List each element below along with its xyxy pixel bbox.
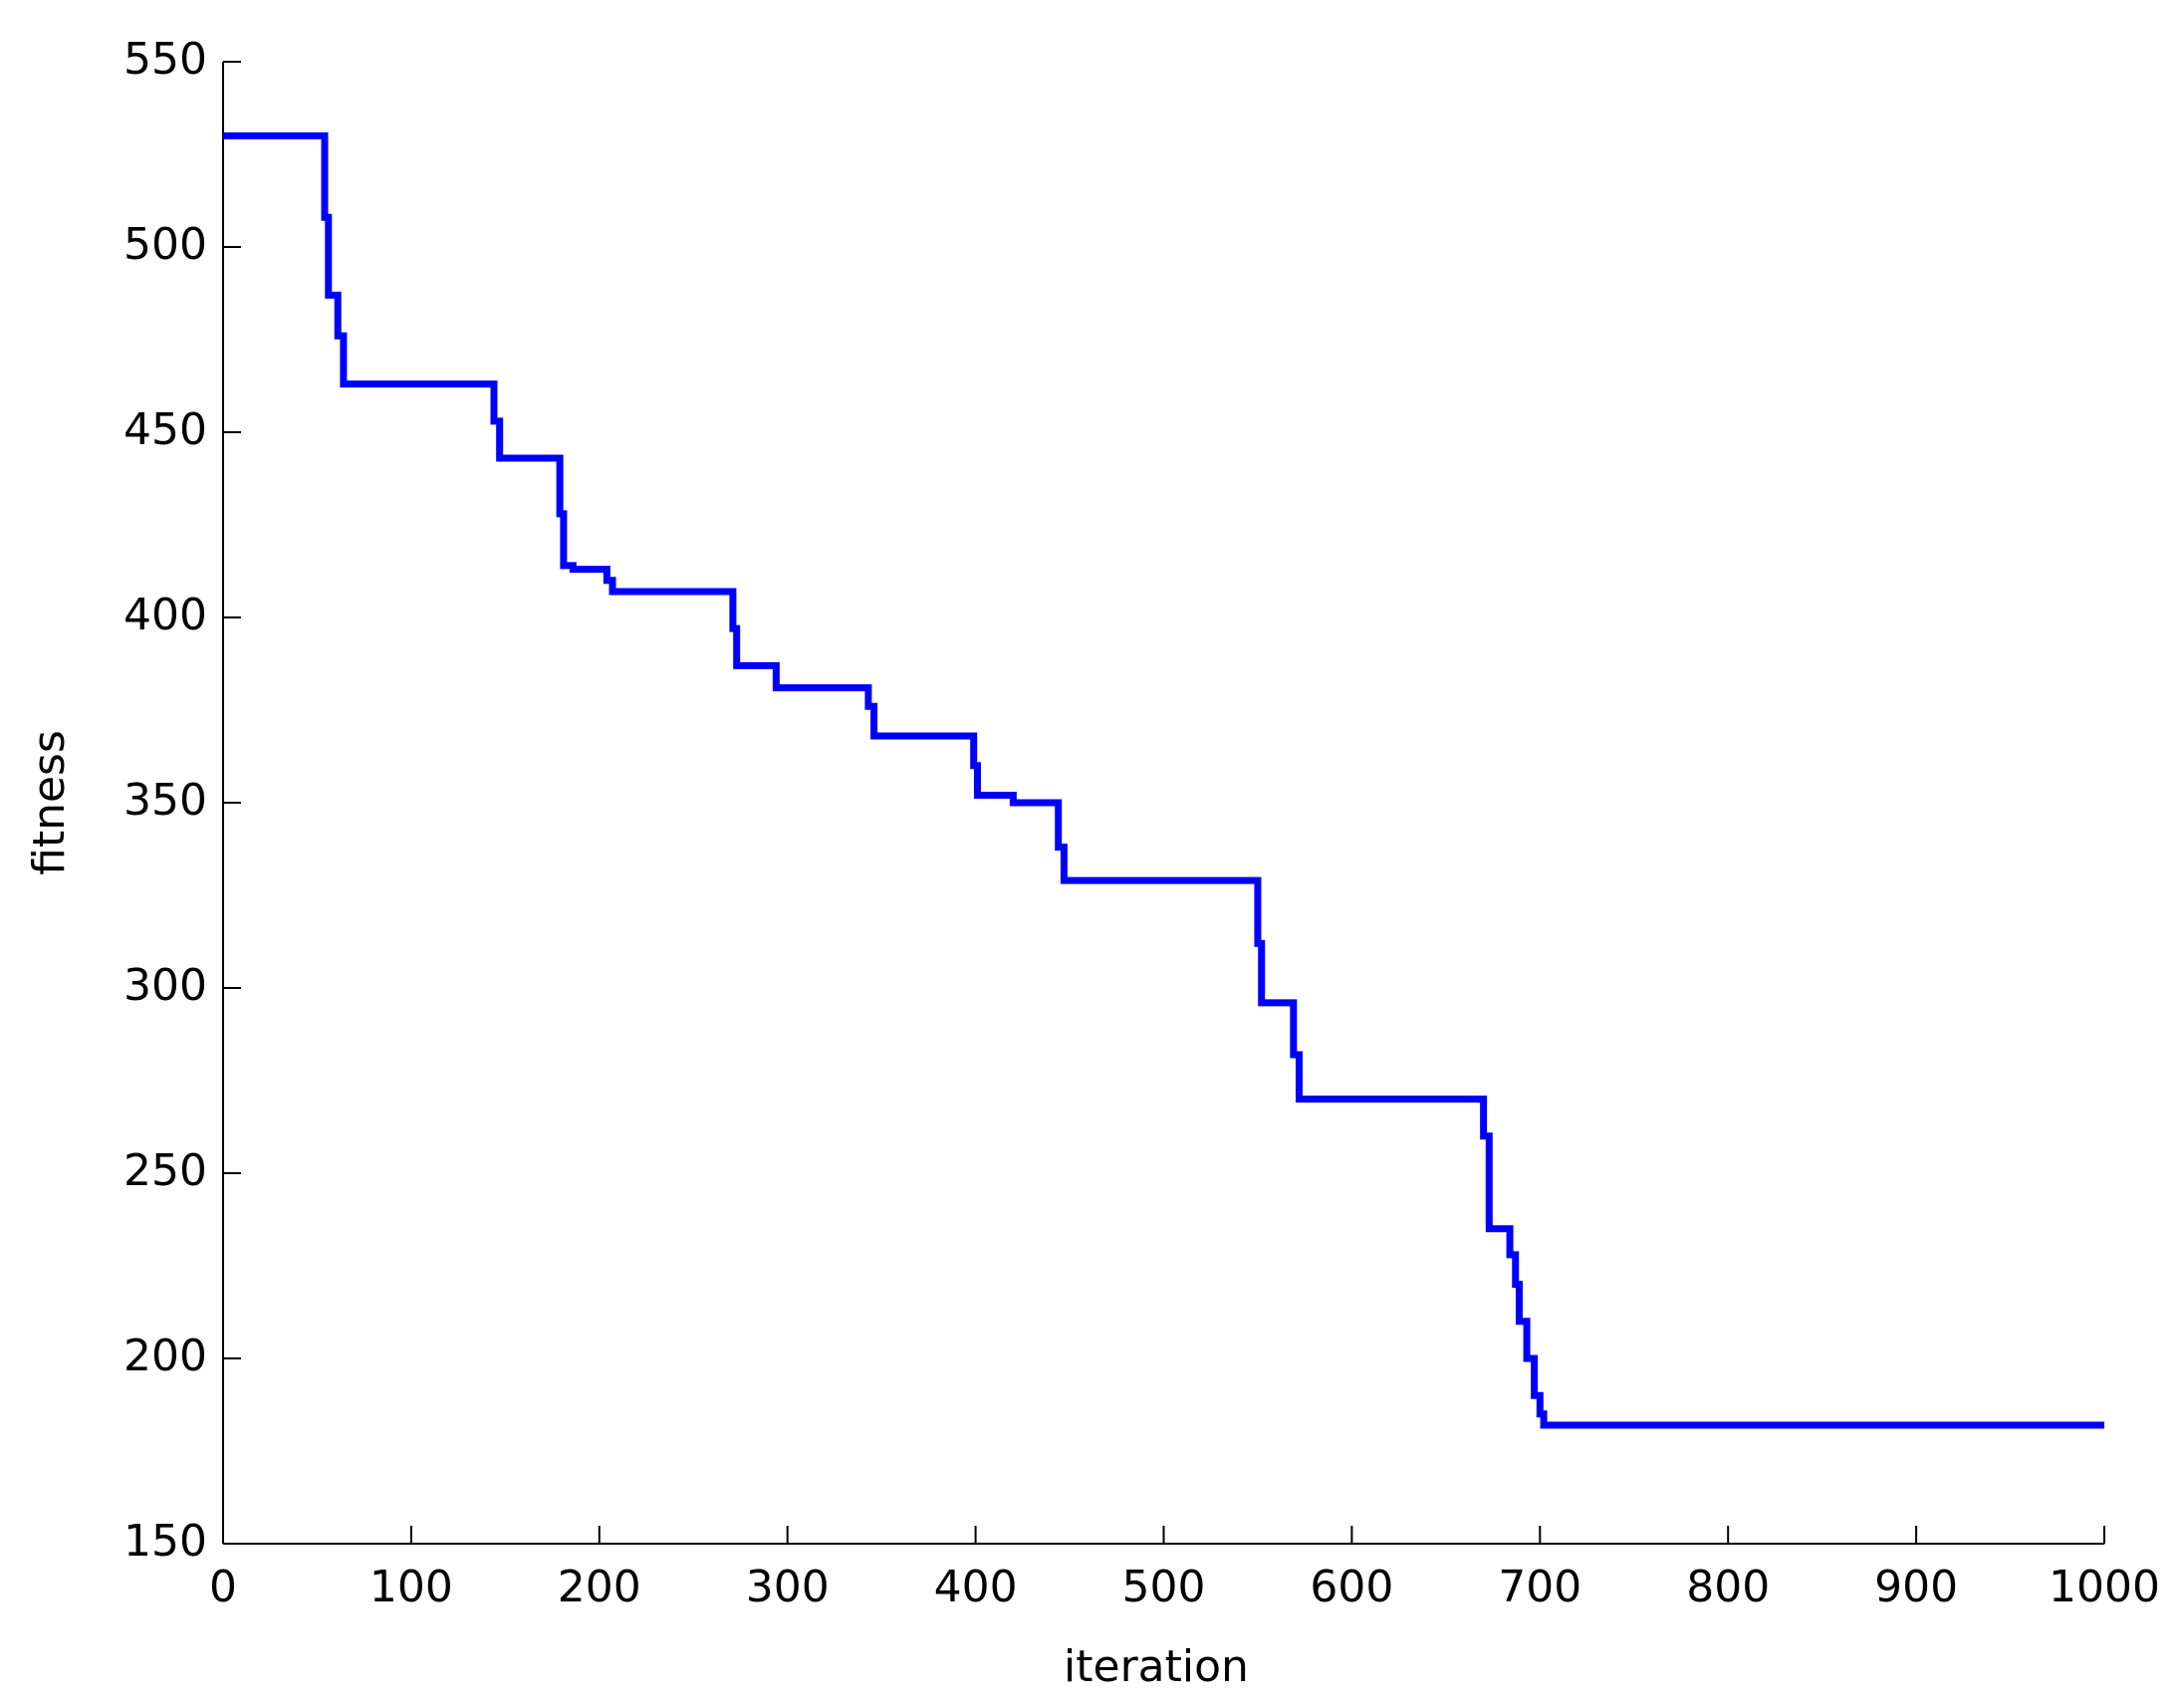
x-tick-label: 500 xyxy=(1122,1562,1206,1612)
x-tick-label: 900 xyxy=(1874,1562,1958,1612)
x-tick-label: 800 xyxy=(1686,1562,1770,1612)
x-tick-label: 0 xyxy=(209,1562,237,1612)
y-tick-label: 250 xyxy=(123,1145,207,1196)
y-tick-label: 500 xyxy=(123,219,207,270)
data-line xyxy=(223,131,2104,1429)
x-tick-label: 100 xyxy=(369,1562,453,1612)
x-tick-label: 700 xyxy=(1498,1562,1581,1612)
y-tick-label: 200 xyxy=(123,1331,207,1381)
x-tick-label: 200 xyxy=(558,1562,641,1612)
y-tick-label: 450 xyxy=(123,404,207,455)
y-tick-label: 400 xyxy=(123,590,207,640)
y-tick-label: 550 xyxy=(123,34,207,85)
x-tick-label: 400 xyxy=(934,1562,1018,1612)
x-tick-label: 1000 xyxy=(2049,1562,2160,1612)
x-axis-label: iteration xyxy=(1064,1641,1249,1692)
y-tick-label: 300 xyxy=(123,960,207,1011)
y-tick-label: 150 xyxy=(123,1516,207,1567)
x-tick-label: 300 xyxy=(746,1562,830,1612)
x-tick-label: 600 xyxy=(1310,1562,1393,1612)
y-tick-label: 350 xyxy=(123,775,207,826)
y-axis-label: fitness xyxy=(24,730,75,875)
